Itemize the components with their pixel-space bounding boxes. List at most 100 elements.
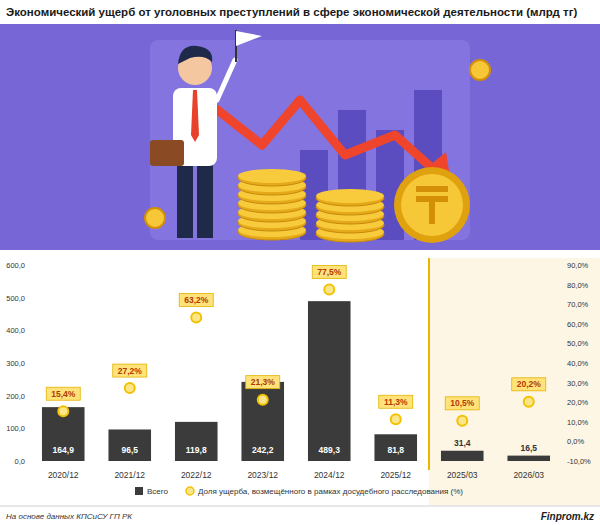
- x-tick-label: 2020/12: [48, 470, 79, 480]
- highlight-zone: [429, 258, 600, 505]
- point-label: 10,5%: [450, 398, 475, 408]
- big-coin: [394, 167, 470, 243]
- point-label: 27,2%: [118, 366, 143, 376]
- point: [258, 395, 268, 405]
- point-label-box: [113, 364, 147, 377]
- x-tick-label: 2025/03: [447, 470, 478, 480]
- coin-top: [316, 189, 384, 203]
- footer-rule: [0, 506, 600, 507]
- y2-tick-label: 80,0%: [567, 281, 589, 290]
- coin-top: [238, 169, 306, 183]
- bar: [108, 429, 151, 461]
- small-coin: [470, 60, 490, 80]
- point: [58, 406, 68, 416]
- illustration: [0, 24, 600, 250]
- point-label: 77,5%: [317, 267, 342, 277]
- background: [0, 0, 600, 525]
- man-tie: [191, 90, 199, 142]
- man-hair: [178, 46, 212, 64]
- legend-swatch: [135, 487, 143, 495]
- y-tick-label: 300,0: [6, 359, 25, 368]
- point-label: 15,4%: [51, 389, 76, 399]
- bar-label: 31,4: [454, 438, 471, 448]
- flag: [236, 31, 262, 46]
- highlight-divider: [428, 258, 430, 470]
- bar-label: 96,5: [121, 445, 138, 455]
- y2-tick-label: 10,0%: [567, 418, 589, 427]
- x-tick-label: 2026/03: [513, 470, 544, 480]
- illustration-bg: [0, 24, 600, 250]
- coin: [316, 190, 384, 206]
- bar: [42, 407, 85, 461]
- footer-source: На основе данных КПСиСУ ГП РК: [6, 512, 133, 521]
- x-tick-label: 2022/12: [181, 470, 212, 480]
- bar-label: 489,3: [319, 445, 341, 455]
- marks: [42, 285, 550, 462]
- coin: [238, 170, 306, 186]
- legend-swatch: [186, 487, 194, 495]
- point-label-box: [379, 395, 413, 408]
- bar-label: 242,2: [252, 445, 274, 455]
- point: [457, 416, 467, 426]
- y2-tick-label: 20,0%: [567, 398, 589, 407]
- point: [524, 397, 534, 407]
- illustration-panel: [150, 40, 470, 240]
- title: Экономический ущерб от уголовных преступ…: [6, 6, 577, 18]
- bar-label: 81,8: [387, 445, 404, 455]
- y-tick-label: 500,0: [6, 294, 25, 303]
- point-label: 63,2%: [184, 295, 209, 305]
- tenge-stem: [429, 196, 435, 224]
- man-arm: [217, 60, 235, 100]
- man-leg: [197, 160, 213, 238]
- data-labels: 164,9 96,5 119,8 242,2 489,3 81,8 31,4 16,5 15,4…: [46, 266, 546, 456]
- point: [191, 313, 201, 323]
- point-label-box: [46, 387, 80, 400]
- bar: [175, 422, 218, 461]
- bar: [374, 434, 417, 461]
- point-label-box: [445, 397, 479, 410]
- y-tick-label: 600,0: [6, 261, 25, 270]
- y2-tick-label: 30,0%: [567, 379, 589, 388]
- bar: [241, 382, 284, 461]
- x-tick-label: 2023/12: [247, 470, 278, 480]
- bar-label: 164,9: [53, 445, 75, 455]
- big-coin-face: [401, 174, 463, 236]
- y-tick-label: 400,0: [6, 326, 25, 335]
- bar: [507, 456, 550, 461]
- small-coin: [145, 208, 165, 228]
- bar-label: 119,8: [186, 445, 207, 455]
- x-tick-label: 2021/12: [114, 470, 145, 480]
- y2-tick-label: 60,0%: [567, 320, 589, 329]
- point-label: 21,3%: [251, 377, 276, 387]
- point: [125, 383, 135, 393]
- y2-tick-label: 70,0%: [567, 300, 589, 309]
- y2-tick-label: 50,0%: [567, 339, 589, 348]
- y2-tick-label: 40,0%: [567, 359, 589, 368]
- legend-label: Доля ущерба, возмещённого в рамках досуд…: [198, 487, 463, 496]
- point: [324, 285, 334, 295]
- tenge-bar: [416, 186, 448, 192]
- point-label: 20,2%: [517, 379, 542, 389]
- y-tick-label: 0,0: [15, 457, 25, 466]
- legend-label: Всего: [147, 487, 169, 496]
- point-label-box: [179, 294, 213, 307]
- point-label-box: [312, 266, 346, 279]
- point-label-box: [512, 378, 546, 391]
- footer-brand: Finprom.kz: [541, 511, 594, 522]
- illustration-arrow: [215, 100, 432, 168]
- y2-tick-label: 90,0%: [567, 261, 589, 270]
- bar: [441, 451, 484, 461]
- briefcase: [150, 140, 184, 166]
- y2-tick-label: -10,0%: [567, 457, 591, 466]
- bar-label: 16,5: [520, 443, 537, 453]
- y2-tick-label: 0,0%: [567, 437, 584, 446]
- point-label-box: [246, 376, 280, 389]
- x-tick-label: 2025/12: [380, 470, 411, 480]
- man-leg: [177, 160, 193, 238]
- y-tick-label: 100,0: [6, 424, 25, 433]
- point: [391, 414, 401, 424]
- y-tick-label: 200,0: [6, 392, 25, 401]
- bar: [308, 301, 351, 461]
- point-label: 11,3%: [384, 397, 408, 407]
- chart: Экономический ущерб от уголовных преступ…: [0, 0, 600, 525]
